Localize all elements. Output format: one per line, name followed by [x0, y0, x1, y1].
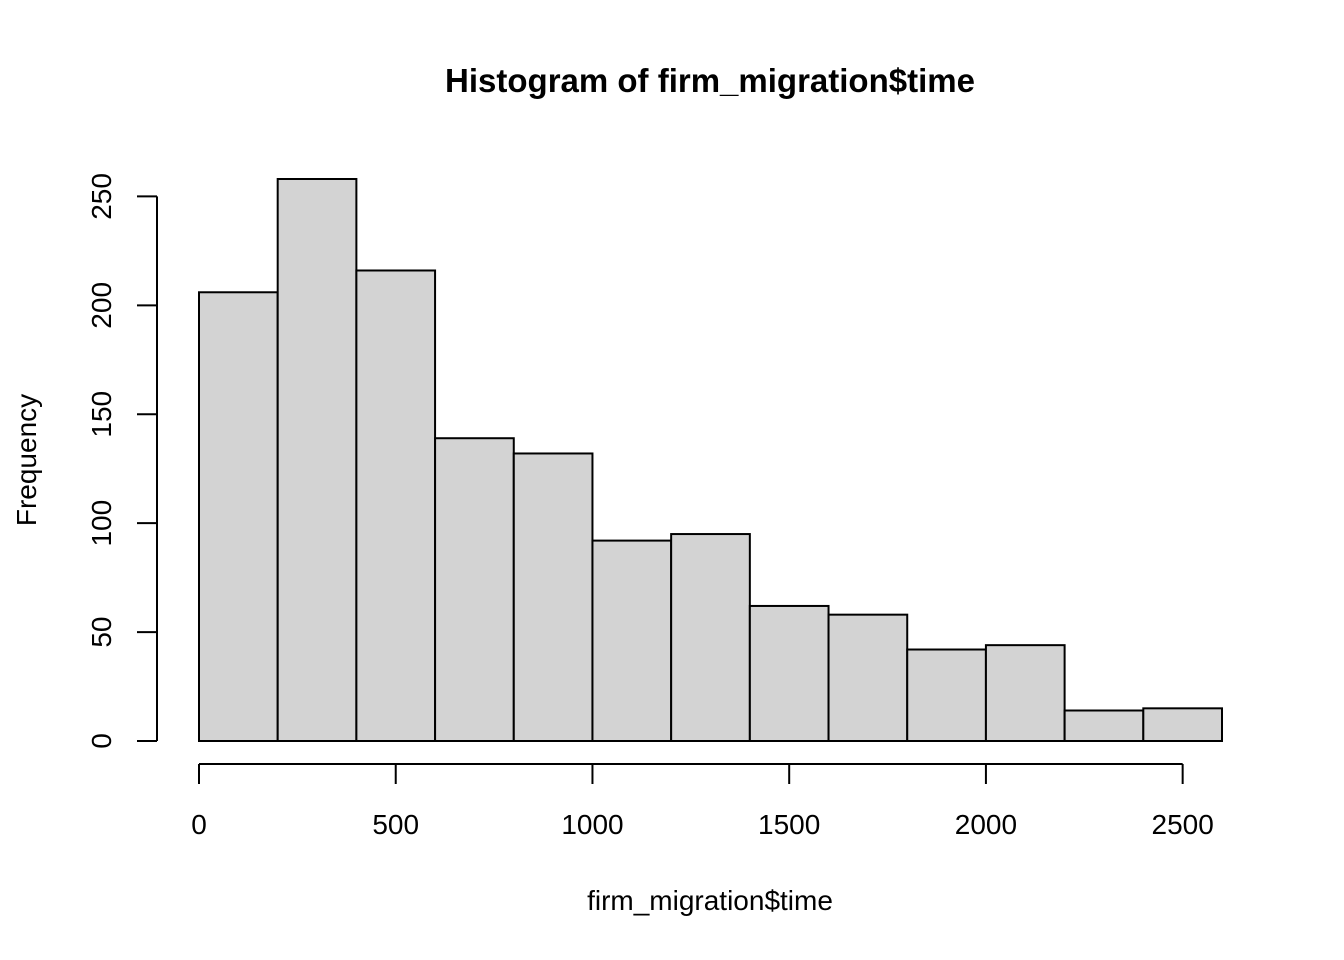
histogram-bar-6 — [670, 533, 751, 742]
histogram-bar-3 — [434, 437, 515, 742]
histogram-bar-12 — [1142, 707, 1224, 743]
x-tick-label-1: 500 — [372, 809, 419, 840]
y-tick-label-0: 0 — [86, 733, 117, 749]
y-axis-label: Frequency — [11, 394, 42, 526]
x-axis-label: firm_migration$time — [587, 885, 833, 916]
x-tick-label-0: 0 — [191, 809, 207, 840]
x-axis: 0 500 1000 1500 2000 2500 — [191, 763, 1214, 840]
histogram-bar-1 — [276, 178, 358, 742]
y-tick-label-3: 150 — [86, 391, 117, 438]
histogram-bar-8 — [827, 613, 909, 742]
histogram-bar-10 — [984, 644, 1066, 742]
x-tick-label-3: 1500 — [758, 809, 820, 840]
y-tick-label-5: 250 — [86, 173, 117, 220]
y-tick-label-2: 100 — [86, 500, 117, 547]
histogram-bar-0 — [198, 291, 279, 742]
histogram-bar-11 — [1063, 709, 1145, 742]
y-tick-label-4: 200 — [86, 282, 117, 329]
x-tick-label-2: 1000 — [561, 809, 623, 840]
histogram-bar-4 — [512, 452, 594, 742]
histogram-bar-2 — [355, 269, 437, 742]
chart-title: Histogram of firm_migration$time — [445, 62, 975, 99]
y-axis: 0 50 100 150 200 250 — [86, 173, 158, 749]
histogram-bar-7 — [748, 604, 830, 743]
x-tick-label-5: 2500 — [1152, 809, 1214, 840]
histogram-bar-5 — [591, 539, 673, 742]
histogram-bar-9 — [906, 648, 987, 743]
bars-group — [198, 178, 1224, 743]
y-tick-label-1: 50 — [86, 617, 117, 648]
x-tick-label-4: 2000 — [955, 809, 1017, 840]
